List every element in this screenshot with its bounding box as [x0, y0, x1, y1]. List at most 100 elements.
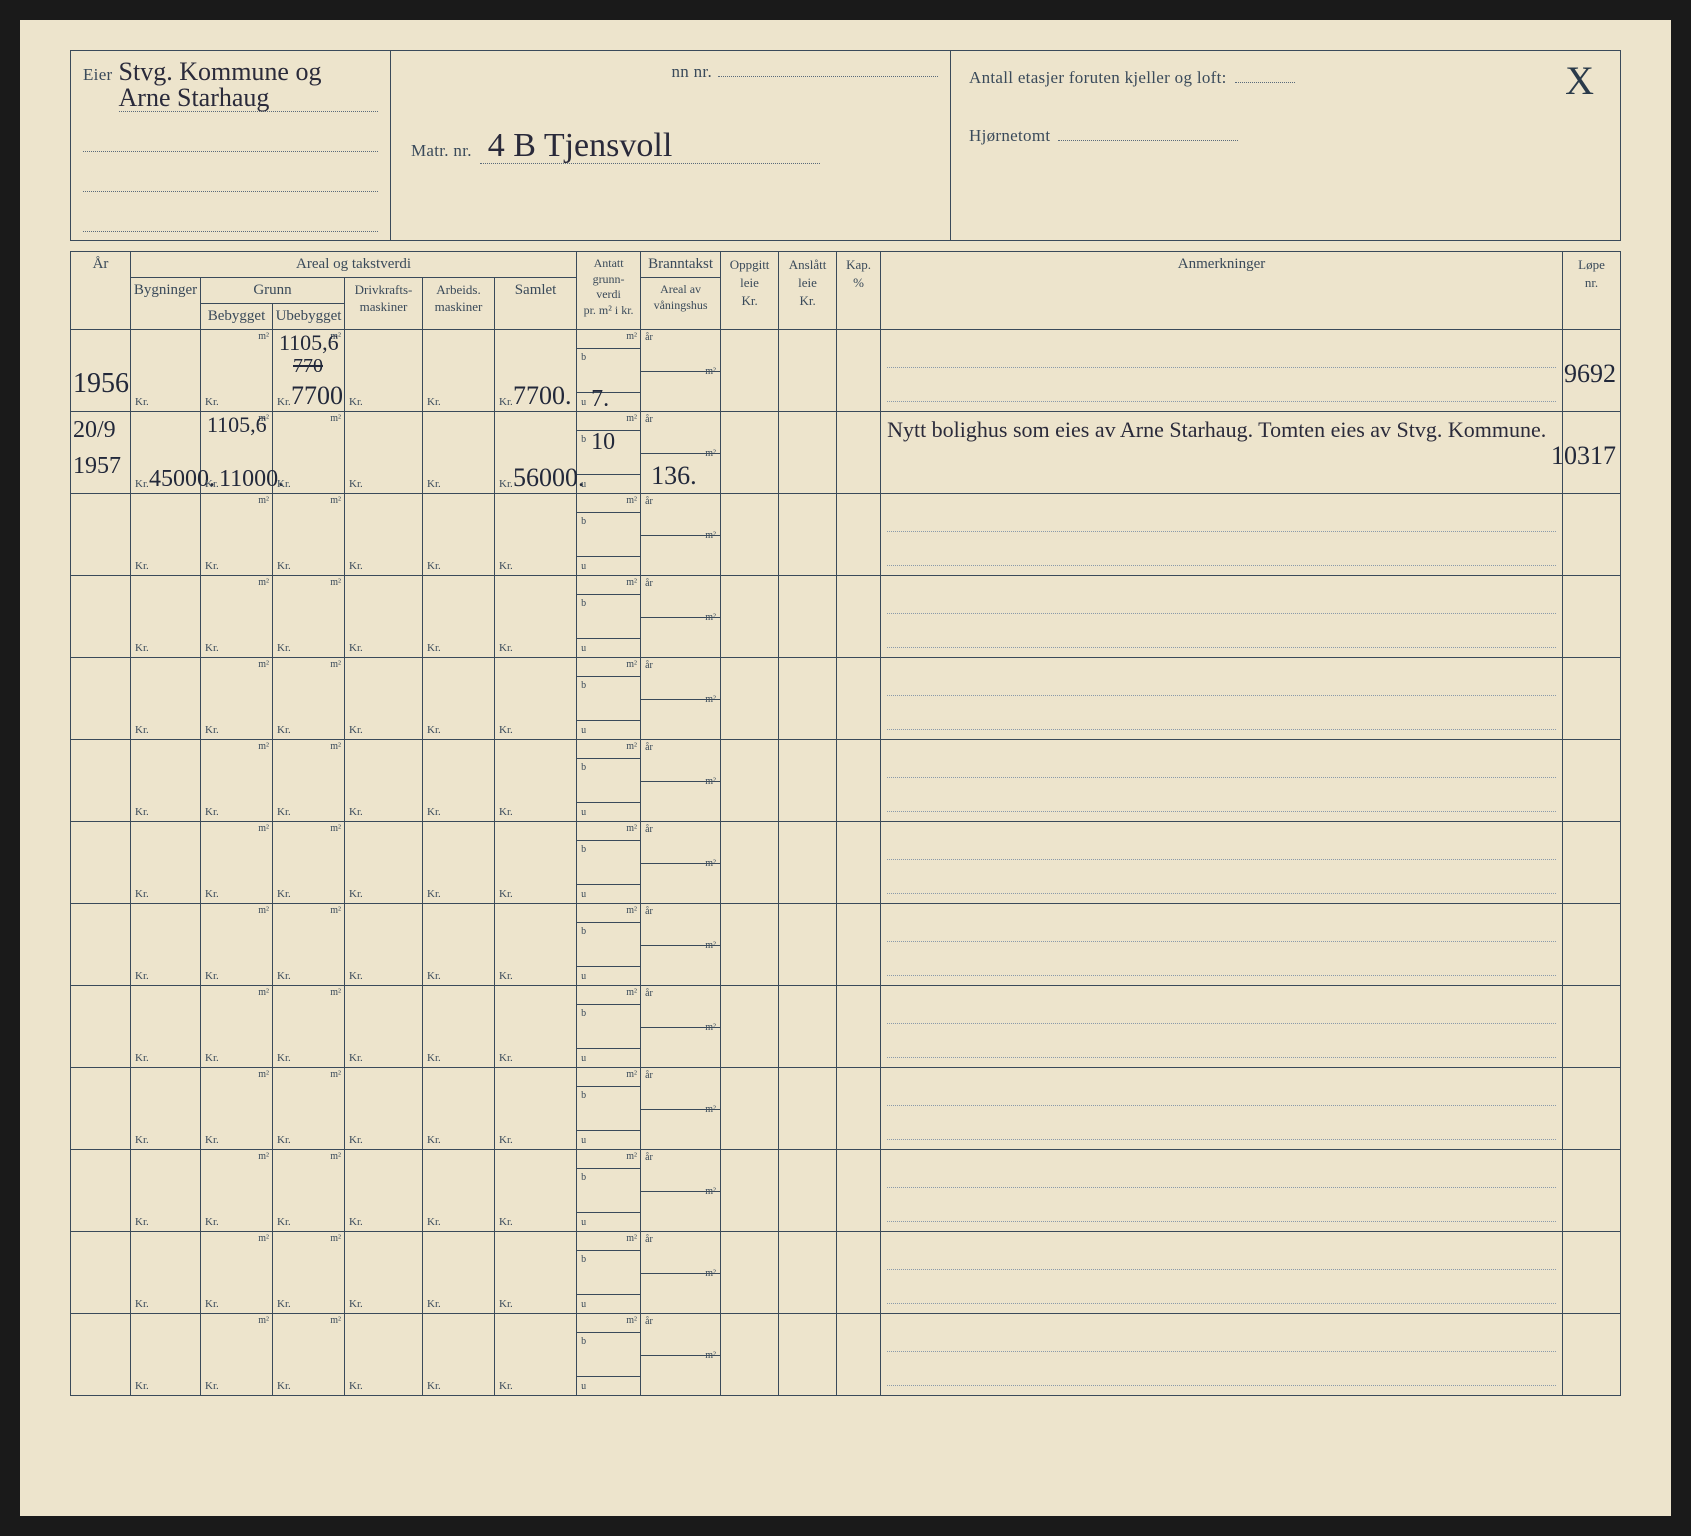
unit-kr: Kr.: [349, 1052, 363, 1064]
unit-kr: Kr.: [427, 1134, 441, 1146]
cell: m²bu: [577, 658, 641, 740]
unit-kr: Kr.: [427, 396, 441, 408]
cell: m²Kr.: [273, 1232, 345, 1314]
unit-kr: Kr.: [205, 1216, 219, 1228]
cell: m²bu: [577, 904, 641, 986]
table-body: 1956Kr.m²Kr.m²Kr.1105,67707700Kr.Kr.Kr.7…: [71, 330, 1621, 1396]
table-header: År Areal og takstverdi Antattgrunn-verdi…: [71, 252, 1621, 330]
cell: [721, 494, 779, 576]
unit-kr: Kr.: [205, 1052, 219, 1064]
cell: Kr.7700.: [495, 330, 577, 412]
blank-line-2: [83, 170, 378, 192]
unit-m2: m²: [258, 987, 269, 998]
cell: [837, 986, 881, 1068]
cell: m²Kr.: [273, 494, 345, 576]
cell: [1563, 658, 1621, 740]
cell: [837, 330, 881, 412]
cell: Kr.: [345, 494, 423, 576]
cell: Kr.: [423, 1068, 495, 1150]
nn-nr-label: nn nr.: [671, 62, 712, 82]
cell: [881, 330, 1563, 412]
unit-kr: Kr.: [135, 642, 149, 654]
cell: m²Kr.1105,67707700: [273, 330, 345, 412]
cell: m²Kr.: [201, 658, 273, 740]
cell: [837, 740, 881, 822]
cell: m²Kr.: [273, 576, 345, 658]
unit-m2: m²: [330, 905, 341, 916]
cell: Kr.: [131, 740, 201, 822]
cell: [837, 494, 881, 576]
unit-m2: m²: [330, 659, 341, 670]
hjornetomt-line: [1058, 124, 1238, 142]
unit-kr: Kr.: [499, 806, 513, 818]
unit-kr: Kr.: [427, 1216, 441, 1228]
cell: Kr.: [131, 494, 201, 576]
table-row: 20/91957Kr.45000.m²Kr.1105,611000.m²Kr.K…: [71, 412, 1621, 494]
cell: Kr.: [345, 1314, 423, 1396]
cell: [71, 658, 131, 740]
unit-kr: Kr.: [499, 478, 513, 490]
cell: årm²: [641, 494, 721, 576]
th-areal-group: Areal og takstverdi: [131, 252, 577, 278]
unit-kr: Kr.: [135, 396, 149, 408]
cell: 20/91957: [71, 412, 131, 494]
cell: [71, 494, 131, 576]
cell: [837, 1232, 881, 1314]
cell: [721, 986, 779, 1068]
cell: 10317: [1563, 412, 1621, 494]
cell: Kr.: [131, 576, 201, 658]
unit-kr: Kr.: [427, 888, 441, 900]
cell: [779, 658, 837, 740]
cell: [1563, 576, 1621, 658]
cell: [721, 576, 779, 658]
unit-m2: m²: [258, 1233, 269, 1244]
unit-kr: Kr.: [205, 888, 219, 900]
unit-kr: Kr.: [427, 1298, 441, 1310]
unit-kr: Kr.: [205, 806, 219, 818]
etasjer-line: [1235, 65, 1295, 83]
hjornetomt-label: Hjørnetomt: [969, 126, 1050, 146]
cell: Kr.45000.: [131, 412, 201, 494]
unit-kr: Kr.: [135, 724, 149, 736]
cell: [721, 412, 779, 494]
cell: m²bu: [577, 494, 641, 576]
cell: [779, 904, 837, 986]
cell: årm²: [641, 330, 721, 412]
cell: m²Kr.: [273, 658, 345, 740]
cell: Kr.: [495, 1232, 577, 1314]
cell: Kr.: [345, 904, 423, 986]
table-row: Kr.m²Kr.m²Kr.Kr.Kr.Kr.m²buårm²: [71, 986, 1621, 1068]
cell: 1956: [71, 330, 131, 412]
unit-m2: m²: [330, 1151, 341, 1162]
cell: m²Kr.: [201, 1232, 273, 1314]
th-samlet: Samlet: [495, 278, 577, 330]
cell: Kr.: [345, 412, 423, 494]
cell: m²Kr.: [201, 494, 273, 576]
unit-m2: m²: [330, 1069, 341, 1080]
matr-nr-value: 4 B Tjensvoll: [480, 129, 820, 164]
cell: Kr.: [345, 740, 423, 822]
unit-m2: m²: [258, 905, 269, 916]
cell: årm²: [641, 658, 721, 740]
cell: [721, 822, 779, 904]
handwritten-value: 1957: [73, 454, 121, 478]
cell: Kr.: [423, 986, 495, 1068]
cell: 9692: [1563, 330, 1621, 412]
unit-kr: Kr.: [499, 724, 513, 736]
cell: m²bu: [577, 986, 641, 1068]
cell: [721, 904, 779, 986]
unit-kr: Kr.: [349, 888, 363, 900]
cell: m²Kr.: [273, 412, 345, 494]
cell: [721, 740, 779, 822]
th-oppgitt: OppgittleieKr.: [721, 252, 779, 330]
cell: [721, 1232, 779, 1314]
table-row: 1956Kr.m²Kr.m²Kr.1105,67707700Kr.Kr.Kr.7…: [71, 330, 1621, 412]
cell: årm²: [641, 904, 721, 986]
cell: [71, 822, 131, 904]
table-row: Kr.m²Kr.m²Kr.Kr.Kr.Kr.m²buårm²: [71, 1232, 1621, 1314]
cell: [881, 740, 1563, 822]
cell: [71, 986, 131, 1068]
unit-kr: Kr.: [135, 1380, 149, 1392]
etasjer-label: Antall etasjer foruten kjeller og loft:: [969, 68, 1227, 88]
ledger-table: År Areal og takstverdi Antattgrunn-verdi…: [70, 251, 1621, 1396]
